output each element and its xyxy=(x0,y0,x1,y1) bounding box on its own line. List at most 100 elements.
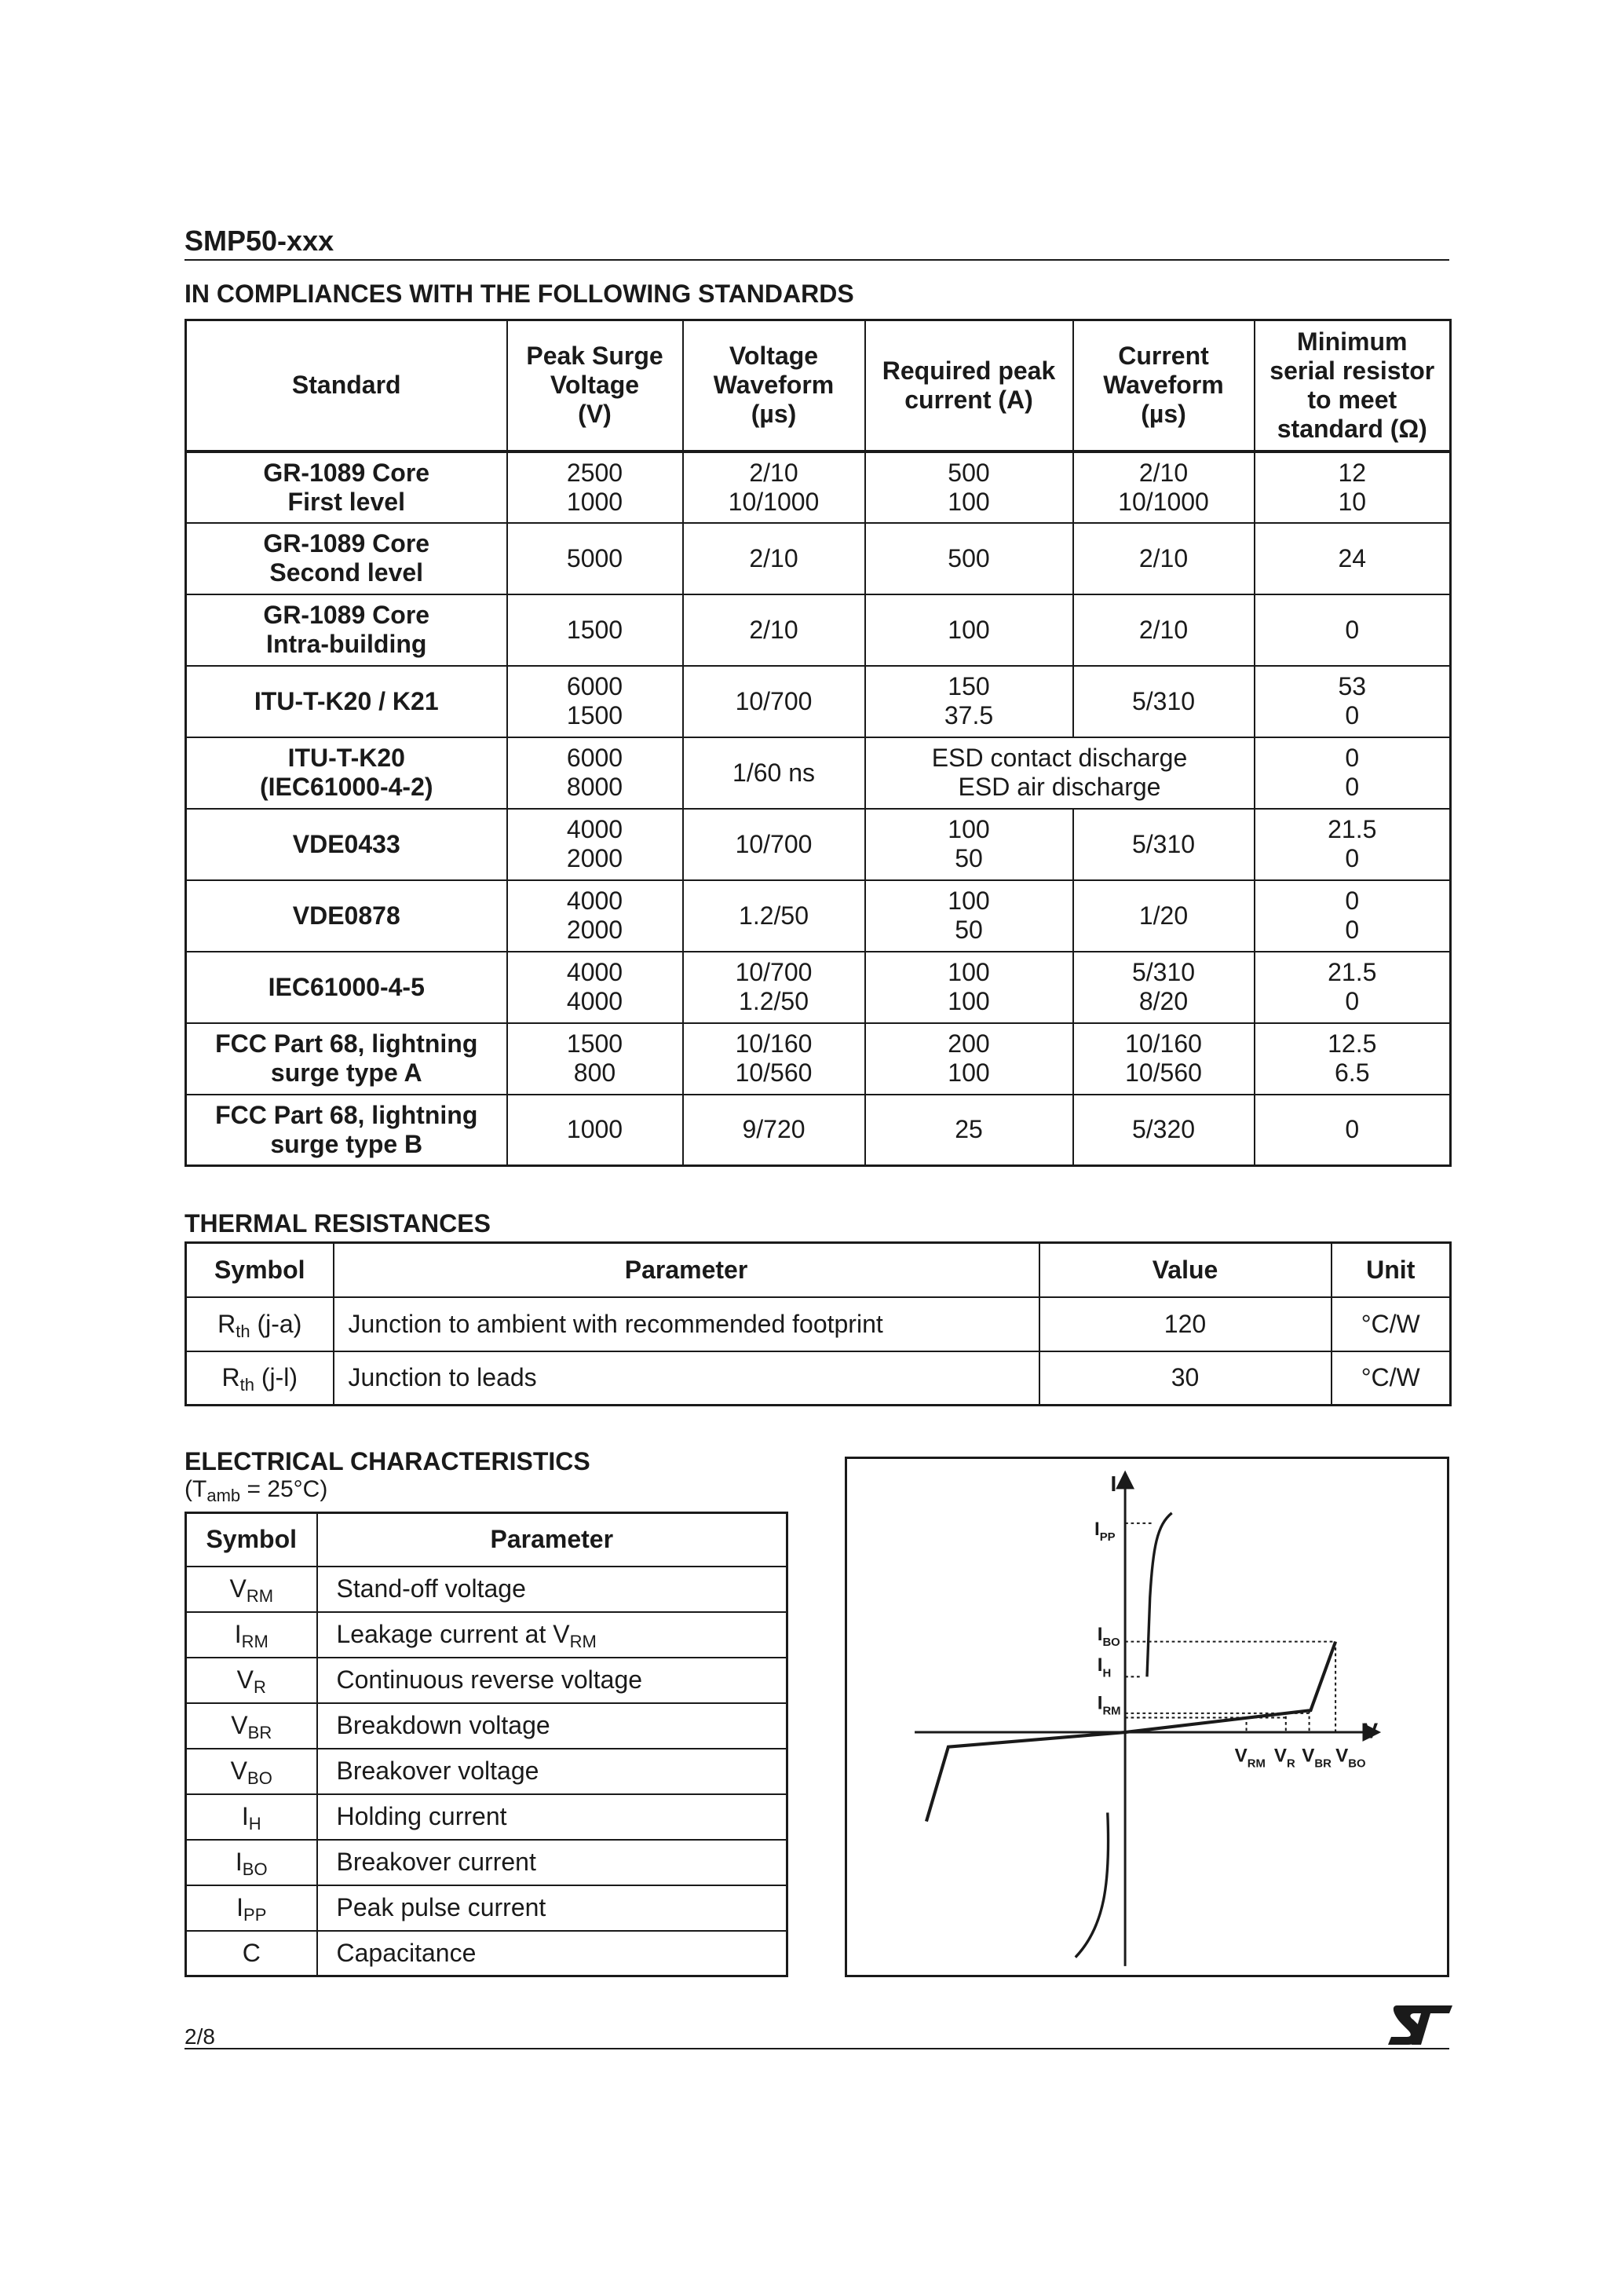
current-waveform-cell: 10/160 10/560 xyxy=(1072,1022,1255,1095)
current-waveform-cell: 2/10 xyxy=(1072,593,1255,667)
label-ipp: IPP xyxy=(1094,1519,1116,1544)
label-ibo: IBO xyxy=(1098,1624,1120,1649)
symbol-cell: C xyxy=(184,1929,318,1977)
required-peak-current-cell: 500 xyxy=(864,521,1074,595)
parameter-cell: Breakdown voltage xyxy=(316,1702,788,1749)
standard-cell: ITU-T-K20 (IEC61000-4-2) xyxy=(184,736,508,810)
parameter-cell: Continuous reverse voltage xyxy=(316,1656,788,1704)
subscript: BO xyxy=(247,1768,272,1788)
i-axis-label: I xyxy=(1110,1472,1116,1496)
standard-cell: FCC Part 68, lightning surge type B xyxy=(184,1093,508,1167)
on-state-curve xyxy=(1145,1512,1173,1677)
peak-surge-voltage-cell: 4000 2000 xyxy=(506,879,684,952)
parameter-cell: Leakage current at VRM xyxy=(316,1610,788,1658)
column-header: Peak Surge Voltage (V) xyxy=(506,319,684,453)
table-row: C Capacitance xyxy=(184,1929,788,1977)
standards-section-title: IN COMPLIANCES WITH THE FOLLOWING STANDA… xyxy=(184,280,854,308)
current-waveform-cell: 1/20 xyxy=(1072,879,1255,952)
standard-cell: GR-1089 Core Second level xyxy=(184,521,508,595)
table-row: Rth (j-l) Junction to leads 30 °C/W xyxy=(184,1350,1452,1406)
iv-characteristic-diagram: I V IPP IBO IH IRM VRM VR VBR VBO xyxy=(845,1457,1449,1977)
header-row: Symbol Parameter Value Unit xyxy=(184,1241,1452,1298)
serial-resistor-cell: 12.5 6.5 xyxy=(1253,1022,1452,1095)
peak-surge-voltage-cell: 1000 xyxy=(506,1093,684,1167)
subscript: RM xyxy=(246,1586,274,1606)
column-header: Minimum serial resistor to meet standard (Ω… xyxy=(1253,319,1452,453)
parameter-cell: Breakover current xyxy=(316,1838,788,1886)
footer-divider xyxy=(184,2048,1449,2049)
symbol-cell: Rth (j-l) xyxy=(184,1350,334,1406)
voltage-waveform-cell: 1/60 ns xyxy=(681,736,866,810)
table-row: VBR Breakdown voltage xyxy=(184,1702,788,1749)
subscript: H xyxy=(248,1814,261,1834)
peak-surge-voltage-cell: 1500 800 xyxy=(506,1022,684,1095)
thermal-section-title: THERMAL RESISTANCES xyxy=(184,1209,491,1238)
required-peak-current-cell: 25 xyxy=(864,1093,1074,1167)
voltage-waveform-cell: 1.2/50 xyxy=(681,879,866,952)
table-row: GR-1089 Core Intra-building 1500 2/10 100 2/1… xyxy=(184,593,1452,667)
required-peak-current-cell: 100 50 xyxy=(864,807,1074,881)
required-peak-current-cell: 500 100 xyxy=(864,450,1074,524)
v-axis-label: V xyxy=(1363,1718,1378,1742)
document-title: SMP50-xxx xyxy=(184,225,334,257)
subscript: BR xyxy=(247,1723,272,1742)
electrical-characteristics-table: Symbol Parameter VRM Stand-off voltage IRM Le… xyxy=(184,1512,788,1977)
table-row: IEC61000-4-5 4000 4000 10/700 1.2/50 100 100 5/… xyxy=(184,950,1452,1024)
standard-cell: GR-1089 Core Intra-building xyxy=(184,593,508,667)
unit-cell: °C/W xyxy=(1330,1350,1452,1406)
table-row: GR-1089 Core First level 2500 1000 2/10 10/10… xyxy=(184,450,1452,524)
table-row: FCC Part 68, lightning surge type A 1500 80… xyxy=(184,1022,1452,1095)
voltage-waveform-cell: 10/700 xyxy=(681,807,866,881)
required-peak-current-cell: 100 100 xyxy=(864,950,1074,1024)
serial-resistor-cell: 0 xyxy=(1253,1093,1452,1167)
electrical-section-title: ELECTRICAL CHARACTERISTICS xyxy=(184,1447,590,1475)
subscript: BO xyxy=(242,1859,268,1879)
voltage-waveform-cell: 2/10 xyxy=(681,593,866,667)
voltage-waveform-cell: 10/160 10/560 xyxy=(681,1022,866,1095)
value-cell: 30 xyxy=(1038,1350,1332,1406)
temperature-condition: (Tamb = 25°C) xyxy=(184,1476,328,1505)
peak-surge-voltage-cell: 2500 1000 xyxy=(506,450,684,524)
required-peak-current-cell: 200 100 xyxy=(864,1022,1074,1095)
label-irm: IRM xyxy=(1098,1692,1121,1717)
symbol-cell: IBO xyxy=(184,1838,318,1886)
symbol-cell: VBR xyxy=(184,1702,318,1749)
parameter-cell: Holding current xyxy=(316,1793,788,1841)
iv-curve-svg: I V IPP IBO IH IRM VRM VR VBR VBO xyxy=(915,1470,1382,1966)
required-peak-current-cell: 150 37.5 xyxy=(864,664,1074,738)
title-divider xyxy=(184,259,1449,261)
required-peak-current-cell: 100 xyxy=(864,593,1074,667)
standard-cell: VDE0878 xyxy=(184,879,508,952)
table-row: IBO Breakover current xyxy=(184,1838,788,1886)
reverse-on-state-curve xyxy=(1074,1812,1110,1958)
symbol-cell: IRM xyxy=(184,1610,318,1658)
standard-cell: VDE0433 xyxy=(184,807,508,881)
table-row: VR Continuous reverse voltage xyxy=(184,1656,788,1704)
st-logo xyxy=(1388,2005,1452,2045)
peak-surge-voltage-cell: 4000 4000 xyxy=(506,950,684,1024)
table-row: VDE0878 4000 2000 1.2/50 100 50 1/20 0 0 xyxy=(184,879,1452,952)
reverse-blocking-curve xyxy=(924,1731,1126,1823)
voltage-waveform-cell: 9/720 xyxy=(681,1093,866,1167)
subscript: th xyxy=(236,1321,250,1341)
voltage-waveform-cell: 2/10 xyxy=(681,521,866,595)
current-waveform-cell: 5/310 8/20 xyxy=(1072,950,1255,1024)
standard-cell: ITU-T-K20 / K21 xyxy=(184,664,508,738)
column-header: Required peak current (A) xyxy=(864,319,1074,453)
parameter-cell: Stand-off voltage xyxy=(316,1565,788,1613)
parameter-cell: Breakover voltage xyxy=(316,1747,788,1795)
peak-surge-voltage-cell: 5000 xyxy=(506,521,684,595)
voltage-waveform-cell: 10/700 xyxy=(681,664,866,738)
standard-cell: FCC Part 68, lightning surge type A xyxy=(184,1022,508,1095)
symbol-cell: IPP xyxy=(184,1884,318,1932)
header-row: Symbol Parameter xyxy=(184,1512,788,1567)
serial-resistor-cell: 53 0 xyxy=(1253,664,1452,738)
current-waveform-cell: 2/10 xyxy=(1072,521,1255,595)
symbol-cell: Rth (j-a) xyxy=(184,1296,334,1352)
subscript: amb xyxy=(206,1486,241,1505)
column-header: Standard xyxy=(184,319,508,453)
required-peak-current-cell: 100 50 xyxy=(864,879,1074,952)
current-waveform-cell: 5/310 xyxy=(1072,807,1255,881)
label-vbo: VBO xyxy=(1335,1745,1365,1770)
